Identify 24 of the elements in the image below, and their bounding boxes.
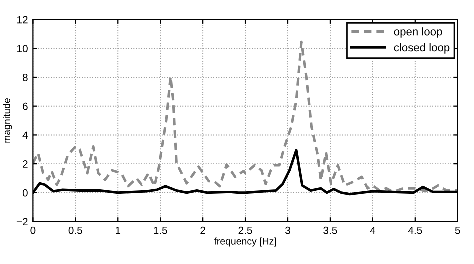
legend-label: open loop [394, 28, 442, 38]
y-tick-label: 4 [22, 132, 28, 139]
line-series [33, 40, 458, 194]
y-tick-label: 2 [23, 160, 28, 168]
y-tick-label: 6 [23, 102, 28, 110]
x-tick-label: 3 [286, 226, 290, 234]
x-tick-label: 1.5 [154, 227, 168, 234]
y-tick-label: 12 [18, 16, 28, 24]
x-tick-label: 4.5 [408, 227, 422, 234]
x-tick-label: 5 [455, 227, 460, 234]
x-tick-label: 2 [200, 226, 206, 234]
y-tick-label: −2 [16, 218, 28, 226]
x-tick-label: 0 [30, 226, 36, 234]
x-axis-title: frequency [Hz] [214, 238, 276, 247]
x-tick-label: 1 [116, 227, 121, 234]
legend-label: closed loop [394, 43, 450, 54]
y-tick-label: 10 [18, 45, 28, 53]
x-tick-label: 3.5 [324, 226, 338, 234]
x-tick-label: 2.5 [238, 226, 252, 234]
y-tick-label: 0 [22, 189, 28, 197]
x-tick-label: 4 [370, 227, 376, 234]
x-tick-label: 0.5 [68, 226, 82, 234]
y-tick-label: 8 [22, 74, 28, 82]
y-axis-title: magnitude [3, 98, 12, 143]
